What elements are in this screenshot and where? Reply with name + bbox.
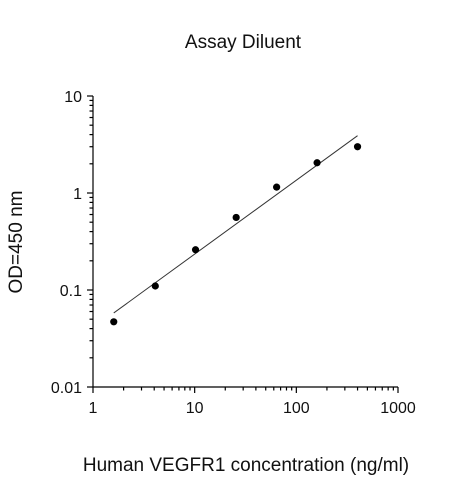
fit-line [113,135,358,314]
data-point [313,159,321,167]
y-tick-label: 10 [64,89,82,106]
x-tick-label: 1 [89,400,98,417]
x-axis-title: Human VEGFR1 concentration (ng/ml) [83,455,409,476]
data-point [353,143,362,151]
data-point [191,246,200,254]
y-axis-title: OD=450 nm [6,191,27,294]
x-tick-label: 100 [283,400,310,417]
data-point [232,213,240,222]
data-point [151,282,159,290]
chart-title: Assay Diluent [185,32,302,53]
x-tick-label: 1000 [380,400,416,417]
y-tick-label: 1 [73,186,82,203]
data-points [110,143,362,326]
y-tick-label: 0.1 [60,283,82,300]
x-tick-label: 10 [186,400,204,417]
fit-line-group [113,135,358,314]
y-tick-label: 0.01 [51,380,82,397]
axes: 1 10 100 1000 0.01 0.1 1 10 [51,89,416,417]
data-point [110,318,118,326]
data-point [273,183,281,191]
